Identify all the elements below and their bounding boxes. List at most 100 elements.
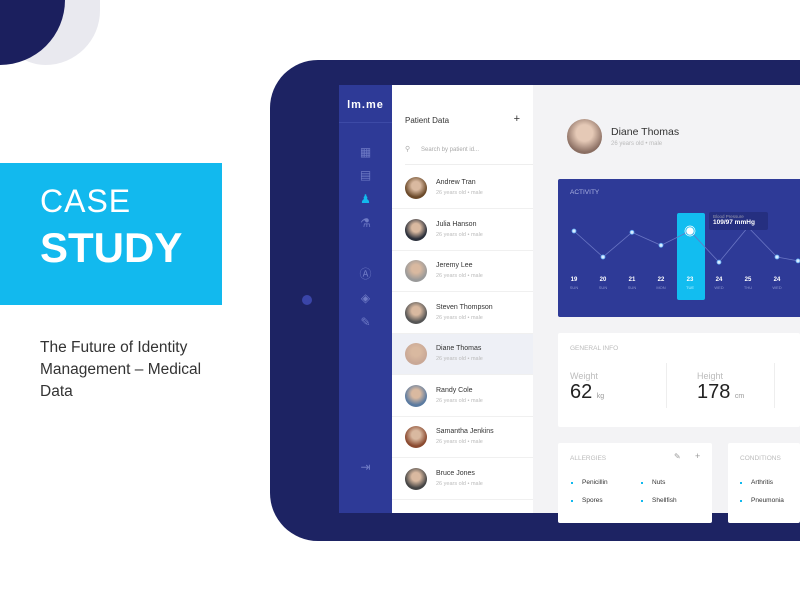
conditions-card: CONDITIONS Arthritis Pneumonia bbox=[728, 443, 800, 523]
patient-row-meta: 26 years old • male bbox=[436, 231, 483, 238]
avatar bbox=[405, 426, 427, 448]
activity-chart bbox=[571, 224, 800, 265]
height-block: Height 178 cm bbox=[697, 371, 744, 404]
clipboard-icon[interactable]: ▤ bbox=[359, 168, 372, 182]
weekday: TUE bbox=[686, 285, 694, 290]
day-number: 24 bbox=[715, 277, 723, 283]
day-label[interactable]: 23 TUE bbox=[680, 277, 700, 290]
patient-avatar bbox=[567, 119, 602, 154]
day-label[interactable]: 24 WED bbox=[767, 277, 787, 290]
height-value: 178 bbox=[697, 381, 731, 403]
avatar bbox=[405, 218, 427, 241]
data-point bbox=[774, 254, 780, 260]
settings-icon[interactable]: ✎ bbox=[360, 315, 371, 329]
edit-icon[interactable]: ✎ bbox=[674, 452, 681, 461]
add-allergy-button[interactable]: + bbox=[695, 451, 701, 461]
general-info-card: GENERAL INFO Weight 62 kg Height 178 cm bbox=[558, 333, 800, 427]
conditions-title: CONDITIONS bbox=[740, 455, 781, 462]
avatar bbox=[405, 260, 427, 282]
data-point bbox=[795, 258, 800, 264]
patient-row-meta: 26 years old • male bbox=[436, 397, 483, 404]
tooltip-value: 109/97 mmHg bbox=[713, 219, 755, 226]
data-point bbox=[686, 227, 694, 235]
day-number: 19 bbox=[570, 277, 578, 283]
allergy-item: Shellfish bbox=[641, 497, 677, 504]
allergy-item: Nuts bbox=[640, 479, 666, 486]
data-point bbox=[571, 228, 577, 234]
tooltip: Blood Pressure 109/97 mmHg bbox=[709, 212, 768, 230]
patient-row[interactable]: Diane Thomas 26 years old • male bbox=[392, 334, 533, 375]
patient-row[interactable]: Randy Cole 26 years old • male bbox=[392, 376, 533, 417]
data-point bbox=[716, 259, 722, 265]
data-point bbox=[600, 254, 606, 260]
avatar bbox=[405, 467, 427, 490]
activity-title: ACTIVITY bbox=[570, 189, 600, 196]
day-label[interactable]: 19 SUN bbox=[564, 277, 584, 290]
patients-icon[interactable]: ♟ bbox=[360, 192, 371, 206]
weekday: MON bbox=[656, 285, 666, 290]
banner-line2: STUDY bbox=[40, 224, 183, 271]
patient-row-name: Andrew Tran bbox=[436, 179, 476, 186]
condition-item: Arthritis bbox=[739, 479, 774, 486]
patient-row[interactable]: Jeremy Lee 26 years old • male bbox=[392, 251, 533, 292]
weekday: SUN bbox=[598, 285, 608, 290]
data-point bbox=[658, 242, 664, 248]
weekday: WED bbox=[772, 285, 782, 290]
patient-row-meta: 26 years old • male bbox=[436, 314, 483, 321]
patient-row-name: Samantha Jenkins bbox=[436, 428, 494, 435]
logout-icon[interactable]: ⇥ bbox=[360, 460, 371, 474]
avatar bbox=[405, 384, 427, 407]
patient-name: Diane Thomas bbox=[611, 126, 680, 138]
app-screen: lm.me ▦ ▤ ♟ ⚗ Ⓐ ◈ ✎ ⇥ Patient Data + ⚲ Se… bbox=[339, 85, 800, 523]
logo: lm.me bbox=[339, 85, 392, 123]
day-label[interactable]: 25 THU bbox=[738, 277, 758, 290]
weekday: WED bbox=[714, 285, 724, 290]
day-label[interactable]: 22 MON bbox=[651, 277, 671, 290]
allergies-title: ALLERGIES bbox=[570, 455, 607, 462]
patient-row[interactable]: Julia Hanson 26 years old • male bbox=[392, 210, 533, 251]
patient-row-meta: 26 years old • male bbox=[436, 190, 483, 196]
weekday: THU bbox=[743, 285, 753, 290]
data-point bbox=[629, 229, 635, 235]
dashboard-icon[interactable]: ▦ bbox=[359, 145, 372, 159]
day-number: 20 bbox=[599, 277, 607, 283]
day-label[interactable]: 21 SUN bbox=[622, 277, 642, 290]
weight-block: Weight 62 kg bbox=[570, 371, 604, 404]
activity-line bbox=[573, 226, 799, 263]
patient-row-meta: 26 years old • male bbox=[436, 273, 483, 279]
day-number: 24 bbox=[773, 277, 781, 283]
patient-row-name: Diane Thomas bbox=[436, 345, 482, 352]
patient-row-meta: 26 years old • male bbox=[436, 480, 483, 487]
case-study-banner: CASE STUDY bbox=[0, 163, 222, 305]
profile-icon[interactable]: Ⓐ bbox=[359, 267, 372, 281]
patient-row[interactable]: Bruce Jones 26 years old • male bbox=[392, 459, 533, 500]
allergy-item: Spores bbox=[571, 497, 603, 504]
divider bbox=[774, 363, 775, 408]
avatar bbox=[405, 343, 427, 365]
allergy-item: Penicillin bbox=[571, 479, 608, 486]
lab-icon[interactable]: ⚗ bbox=[360, 216, 371, 230]
patient-row-name: Jeremy Lee bbox=[436, 262, 473, 269]
home-button bbox=[302, 295, 312, 305]
patient-row[interactable]: Andrew Tran 26 years old • male bbox=[392, 168, 533, 209]
layers-icon[interactable]: ◈ bbox=[360, 291, 371, 305]
patient-row-name: Steven Thompson bbox=[436, 303, 493, 311]
patient-row-meta: 26 years old • male bbox=[436, 356, 483, 362]
search-input[interactable]: ⚲ Search by patient id... bbox=[405, 143, 533, 165]
avatar bbox=[405, 177, 427, 199]
general-title: GENERAL INFO bbox=[570, 345, 619, 352]
day-label[interactable]: 24 WED bbox=[709, 277, 729, 290]
day-label[interactable]: 20 SUN bbox=[593, 277, 613, 290]
height-label: Height bbox=[697, 371, 724, 381]
list-title: Patient Data bbox=[405, 116, 450, 125]
height-unit: cm bbox=[734, 393, 745, 400]
patient-row-name: Randy Cole bbox=[436, 386, 473, 394]
patient-row-meta: 26 years old • male bbox=[436, 439, 483, 445]
add-patient-button[interactable]: + bbox=[513, 113, 520, 125]
day-number: 22 bbox=[657, 277, 665, 283]
patient-row-name: Julia Hanson bbox=[436, 220, 477, 228]
patient-row[interactable]: Steven Thompson 26 years old • male bbox=[392, 293, 533, 334]
patient-meta: 26 years old • male bbox=[611, 141, 663, 147]
divider bbox=[666, 363, 667, 408]
patient-row[interactable]: Samantha Jenkins 26 years old • male bbox=[392, 417, 533, 458]
